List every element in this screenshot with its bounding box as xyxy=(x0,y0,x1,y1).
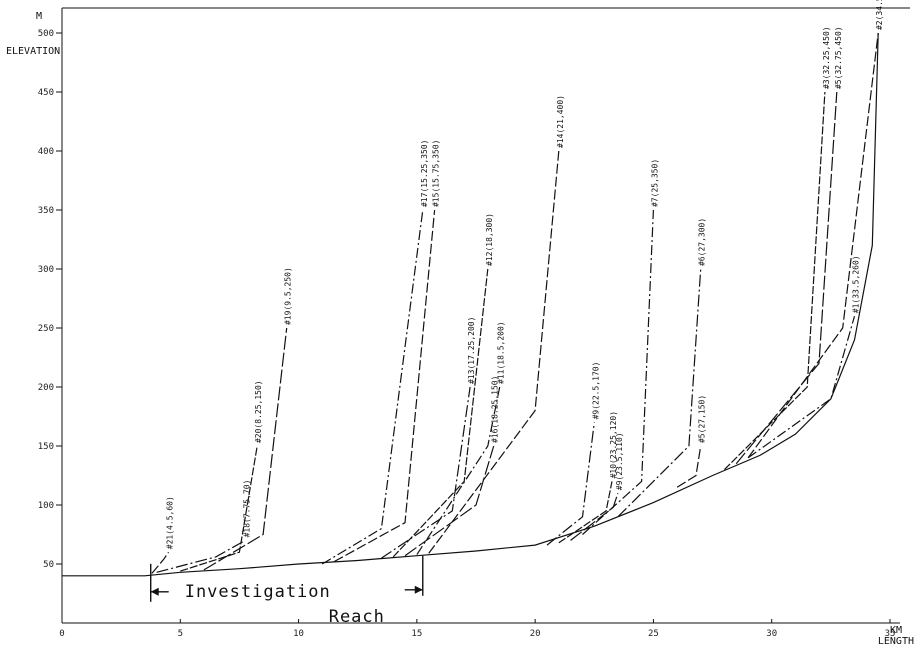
tributary-label: #1(33.5,260) xyxy=(852,255,861,313)
x-tick-label: 35 xyxy=(885,629,896,639)
tributary-label: #5(27,150) xyxy=(698,395,707,443)
tributary-line xyxy=(203,327,288,571)
tributary-line xyxy=(392,268,489,558)
x-tick-label: 15 xyxy=(411,629,422,639)
y-unit-label: M xyxy=(36,11,42,22)
tributary-line xyxy=(747,32,879,459)
axes-group xyxy=(61,7,910,624)
tributary-line xyxy=(428,150,560,554)
y-tick-label: 350 xyxy=(38,206,54,216)
tributary-line xyxy=(735,91,838,465)
series-labels-group: #21(4.5,60) #18(7.75,70) #20(8.25,150) #19(… xyxy=(165,0,884,549)
tributary-label: #10(23.25,120) xyxy=(609,411,618,478)
y-tick-label: 400 xyxy=(38,147,54,157)
tributary-line xyxy=(156,539,246,573)
tributary-label: #5(32.75,450) xyxy=(834,26,843,89)
y-tick-label: 300 xyxy=(38,265,54,275)
x-axis-title: LENGTH xyxy=(878,636,914,647)
y-tick-label: 50 xyxy=(43,560,54,570)
tributary-line xyxy=(381,386,471,559)
main-profile-line xyxy=(62,32,879,577)
tributary-label: #14(21,400) xyxy=(556,95,565,148)
y-tick-label: 500 xyxy=(38,29,54,39)
reach-left-arrowhead xyxy=(150,587,159,596)
tributary-line xyxy=(180,445,258,572)
tributary-line xyxy=(582,209,654,535)
curves-group xyxy=(62,32,879,577)
reach-label: Reach xyxy=(329,607,385,627)
y-tick-label: 250 xyxy=(38,324,54,334)
tributary-label: #12(18,300) xyxy=(485,213,494,266)
tributary-label: #15(15.75,350) xyxy=(432,140,441,207)
tributary-label: #20(8.25,150) xyxy=(254,380,263,443)
tributary-line xyxy=(723,91,826,471)
x-tick-label: 0 xyxy=(59,629,64,639)
y-tick-label: 100 xyxy=(38,501,54,511)
x-tick-label: 30 xyxy=(766,629,777,639)
tributary-label: #9(23.5,110) xyxy=(615,432,624,490)
tributary-label: #18(7.75,70) xyxy=(242,480,251,538)
tributary-line xyxy=(416,386,501,555)
tributary-line xyxy=(321,209,424,565)
tributary-line xyxy=(617,268,702,518)
tributary-label: #7(25,350) xyxy=(650,159,659,207)
tributary-label: #21(4.5,60) xyxy=(165,496,174,549)
tributary-label: #11(18.5,200) xyxy=(497,321,506,384)
y-tick-label: 450 xyxy=(38,88,54,98)
x-tick-label: 5 xyxy=(178,629,183,639)
x-tick-label: 10 xyxy=(293,629,304,639)
tributary-line xyxy=(404,445,495,557)
x-ticks-group: 0 5 10 15 20 25 30 35 xyxy=(59,619,895,639)
tributary-line xyxy=(151,551,169,574)
tributary-label: #2(34.5,500) xyxy=(875,0,884,30)
tributary-line xyxy=(546,422,595,546)
tributary-line xyxy=(747,316,856,459)
tributary-line xyxy=(333,209,436,563)
tributary-line xyxy=(558,481,613,544)
investigation-reach-annotation: Investigation Reach xyxy=(150,555,424,627)
tributary-label: #16(18.25,150) xyxy=(491,376,500,443)
y-ticks-group: 50 100 150 200 250 300 350 400 450 500 xyxy=(38,29,62,570)
tributary-label: #3(32.25,450) xyxy=(822,26,831,89)
tributary-label: #6(27,300) xyxy=(698,218,707,266)
investigation-label: Investigation xyxy=(185,582,331,602)
tributary-label: #13(17.25,200) xyxy=(467,317,476,384)
x-tick-label: 20 xyxy=(530,629,541,639)
reach-right-arrowhead xyxy=(414,585,423,594)
x-unit-label: KM xyxy=(890,625,902,636)
tributary-line xyxy=(676,445,702,488)
y-tick-label: 150 xyxy=(38,442,54,452)
x-tick-label: 25 xyxy=(648,629,659,639)
tributary-label: #9(22.5,170) xyxy=(591,362,600,420)
y-tick-label: 200 xyxy=(38,383,54,393)
y-axis-title: ELEVATION xyxy=(6,46,60,57)
tributary-label: #17(15.25,350) xyxy=(420,140,429,207)
tributary-label: #19(9.5,250) xyxy=(284,267,293,325)
